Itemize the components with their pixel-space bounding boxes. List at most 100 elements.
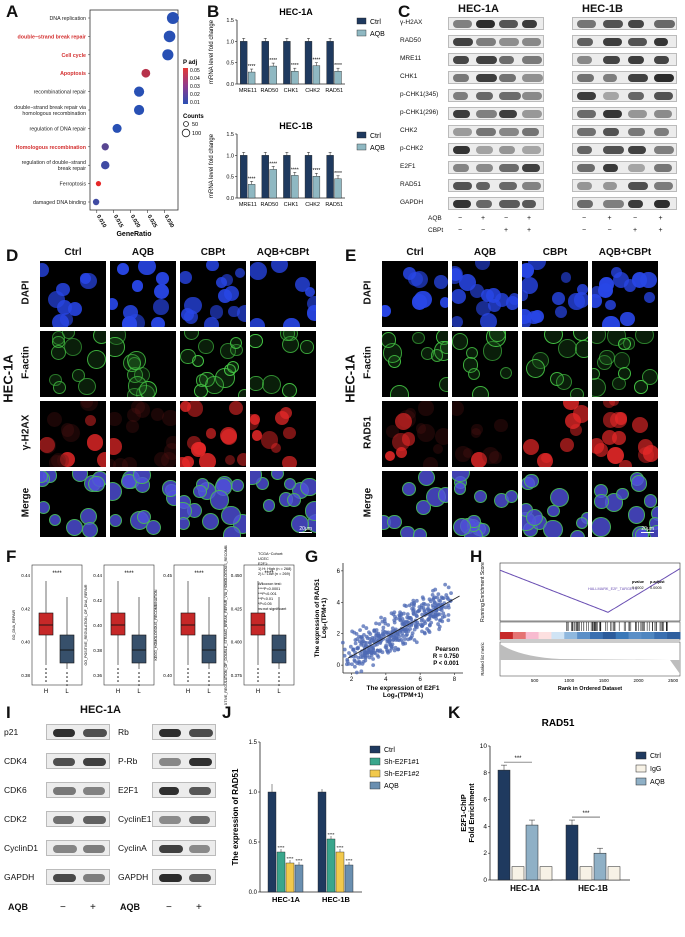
g-point (411, 612, 416, 616)
g-point (405, 615, 410, 620)
g-point (446, 585, 451, 590)
d-image (180, 261, 246, 327)
d-cell (250, 471, 262, 485)
d-cell (262, 499, 276, 512)
e-cell (543, 519, 563, 537)
g-point (425, 626, 430, 631)
g-point (401, 642, 406, 646)
c-band (653, 128, 670, 136)
e-cell (452, 471, 470, 482)
panel-d-microscopy: Ctrl AQB CBPt AQB+CBPt HEC-1A DAPI F-actin γ-H2… (0, 245, 340, 545)
k-bar (497, 769, 511, 881)
d-cell (84, 414, 97, 427)
g-point (357, 634, 361, 639)
b-y-tick: 0.0 (226, 82, 234, 88)
c-protein-label: p-CHK2 (400, 145, 424, 152)
e-cell (524, 474, 539, 489)
g-point (363, 658, 368, 663)
e-cell (648, 525, 658, 537)
b-sig: **** (313, 58, 321, 64)
i-protein-label: p21 (4, 727, 19, 737)
c-blot-row (448, 89, 544, 102)
e-cell (471, 385, 490, 397)
c-band (653, 20, 676, 28)
panel-label-i: I (6, 703, 11, 722)
g-point (412, 638, 417, 642)
e-cell (471, 451, 488, 467)
h-gene-set-label: HALLMARK_E2F_TARGETS (588, 587, 638, 591)
f-legend-line: UCEC (258, 557, 269, 561)
e-cell (404, 408, 417, 420)
c-treat-value: + (633, 227, 638, 234)
g-point (443, 605, 448, 610)
d-cell (280, 331, 295, 341)
a-count-label: 100 (192, 131, 201, 137)
j-sig: **** (345, 858, 352, 863)
b-y-tick: 1.0 (226, 39, 234, 45)
k-legend-label: IgG (650, 766, 661, 773)
g-point (404, 633, 409, 638)
g-point (410, 631, 415, 636)
g-stat: P < 0.001 (433, 661, 459, 667)
c-band (653, 38, 669, 46)
k-sig: *** (514, 756, 522, 762)
d-cell (133, 471, 151, 484)
c-treat-value: − (458, 215, 463, 222)
d-cell (127, 376, 148, 397)
d-cell (121, 316, 138, 327)
e-cell (627, 506, 645, 524)
f-legend-line: **P<0.01 (258, 597, 273, 601)
h-rank-strip (538, 632, 552, 639)
e-cell (556, 373, 573, 390)
e-cell (570, 387, 584, 397)
i-treat-value: − (60, 902, 66, 913)
j-legend-swatch (369, 745, 381, 754)
e-cell (452, 333, 469, 350)
e-cell (508, 292, 518, 305)
c-treat-value: − (582, 215, 587, 222)
f-sig: **** (194, 571, 204, 577)
d-cell (56, 282, 70, 297)
i-protein-label: Rb (118, 727, 129, 737)
c-blot-row (572, 197, 677, 210)
g-point (368, 641, 372, 646)
g-point (346, 661, 351, 666)
e-cell (616, 487, 629, 500)
e-cell (576, 284, 588, 296)
g-point (369, 650, 374, 655)
g-stat: Pearson (435, 647, 459, 653)
j-category-label: HEC-1A (272, 895, 301, 904)
e-image (522, 331, 588, 397)
d-cell (229, 337, 242, 350)
g-point (371, 657, 376, 661)
k-bar (539, 866, 553, 881)
d-cell (230, 478, 245, 493)
e-cell (391, 433, 410, 452)
b-bar (247, 184, 256, 199)
c-band (653, 164, 673, 172)
g-point (348, 644, 353, 649)
g-point (402, 603, 407, 608)
g-point (374, 628, 379, 632)
d-image (110, 331, 176, 397)
d-cell (270, 261, 289, 274)
i-blot-row (46, 724, 110, 740)
b-sig: **** (248, 64, 256, 70)
d-image (110, 471, 176, 537)
e-cell (401, 482, 416, 496)
i-blot-row (152, 753, 216, 769)
k-title: RAD51 (542, 718, 575, 729)
e-image (592, 261, 658, 327)
i-band (189, 845, 211, 853)
b-chart-title: HEC-1B (279, 121, 313, 131)
c-band (628, 128, 645, 136)
g-point (427, 623, 432, 627)
k-legend-swatch (635, 764, 647, 773)
e-cell (389, 385, 410, 397)
d-cell (286, 492, 301, 507)
f-group-label: L (207, 689, 211, 695)
f-legend-line: 1) H: High (n = 268) (258, 567, 292, 571)
e-image (382, 401, 448, 467)
e-cell (541, 452, 552, 464)
e-cell (504, 490, 518, 504)
